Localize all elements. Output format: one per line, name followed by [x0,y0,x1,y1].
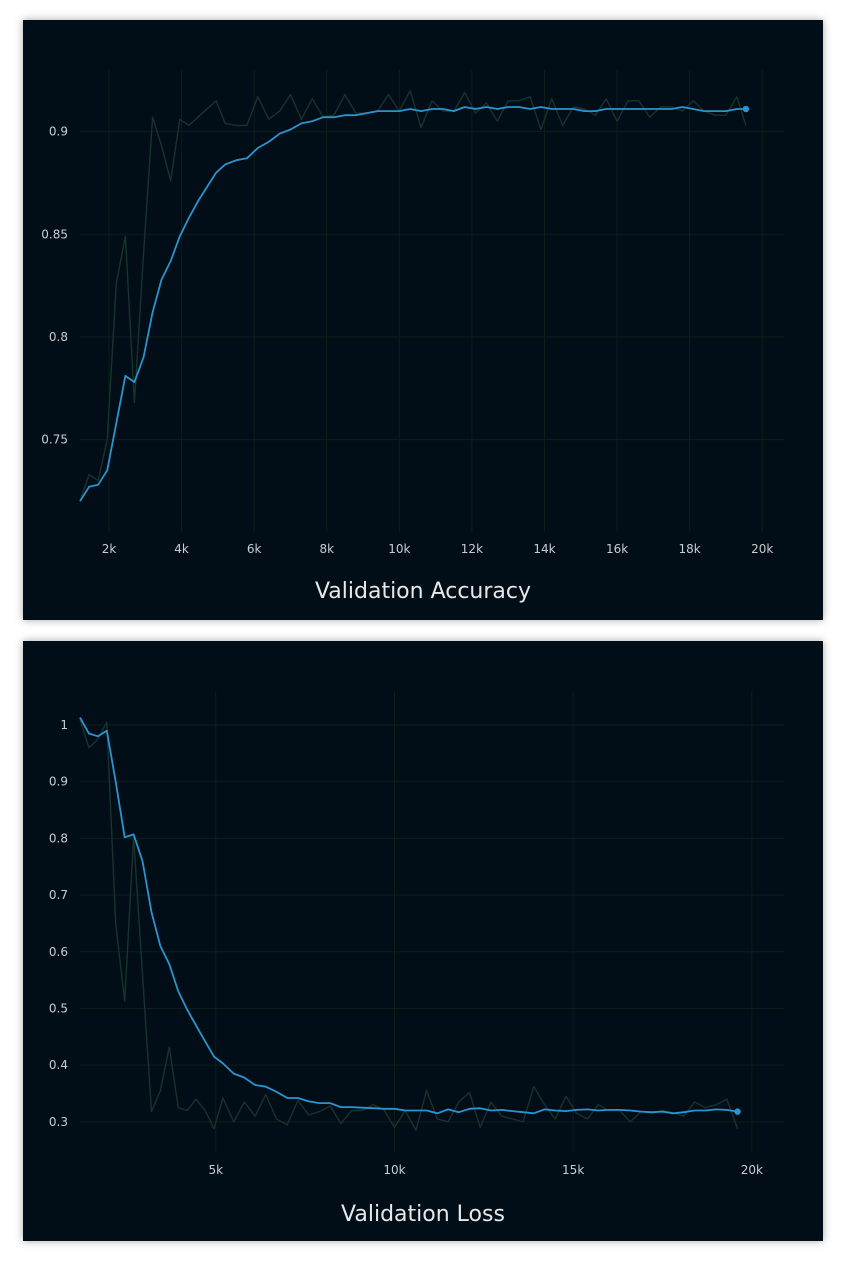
y-tick-label: 0.9 [49,775,68,789]
y-tick-label: 0.6 [49,945,68,959]
loss-last-point-marker [734,1108,741,1115]
x-tick-label: 2k [102,542,117,556]
y-tick-label: 1 [60,718,68,732]
x-tick-label: 10k [383,1163,405,1177]
x-tick-label: 10k [388,542,410,556]
validation-accuracy-chart: 2k 4k 6k 8k 10k 12k 14k 16k 18k 20k 0.75 0.8 0.85 0.9… [41,70,784,604]
y-tick-label: 0.5 [49,1001,68,1015]
accuracy-last-point-marker [742,105,750,113]
x-tick-label: 20k [751,542,773,556]
y-tick-label: 0.7 [49,888,68,902]
y-tick-label: 0.8 [49,330,68,344]
x-tick-label: 8k [319,542,334,556]
y-tick-label: 0.9 [49,125,68,139]
y-tick-label: 0.3 [49,1115,68,1129]
y-tick-label: 0.75 [41,433,68,447]
accuracy-grid [80,70,784,532]
loss-smoothed-series-line [79,717,738,1115]
x-tick-label: 12k [461,542,483,556]
x-tick-label: 20k [741,1163,763,1177]
y-tick-label: 0.85 [41,227,68,241]
loss-grid [80,691,784,1153]
x-tick-label: 14k [533,542,555,556]
x-tick-label: 18k [679,542,701,556]
accuracy-smoothed-series-line [79,106,746,502]
validation-accuracy-panel: 2k 4k 6k 8k 10k 12k 14k 16k 18k 20k 0.75 0.8 0.85 0.9… [23,20,823,620]
accuracy-chart-title: Validation Accuracy [315,579,531,604]
validation-loss-chart: 5k 10k 15k 20k 0.3 0.4 0.5 0.6 0.7 0.8 0.9 1 Validat… [49,691,784,1227]
x-tick-label: 6k [247,542,262,556]
x-tick-label: 16k [606,542,628,556]
loss-chart-title: Validation Loss [341,1202,505,1227]
x-tick-label: 5k [209,1163,224,1177]
loss-raw-series-line [79,719,739,1131]
y-tick-label: 0.4 [49,1058,68,1072]
x-tick-label: 4k [174,542,189,556]
y-tick-label: 0.8 [49,831,68,845]
validation-loss-panel: 5k 10k 15k 20k 0.3 0.4 0.5 0.6 0.7 0.8 0.9 1 Validat… [23,641,823,1241]
x-tick-label: 15k [562,1163,584,1177]
